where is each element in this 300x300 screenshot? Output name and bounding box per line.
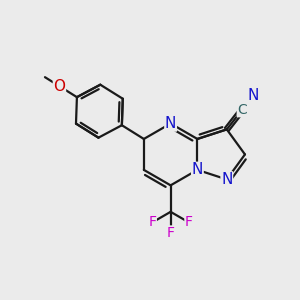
Text: F: F <box>148 215 156 230</box>
Text: N: N <box>248 88 259 103</box>
Text: F: F <box>185 215 193 230</box>
Text: C: C <box>237 103 247 117</box>
Text: N: N <box>165 116 176 131</box>
Text: N: N <box>192 162 203 177</box>
Text: O: O <box>53 79 65 94</box>
Text: F: F <box>167 226 175 240</box>
Text: N: N <box>221 172 232 187</box>
